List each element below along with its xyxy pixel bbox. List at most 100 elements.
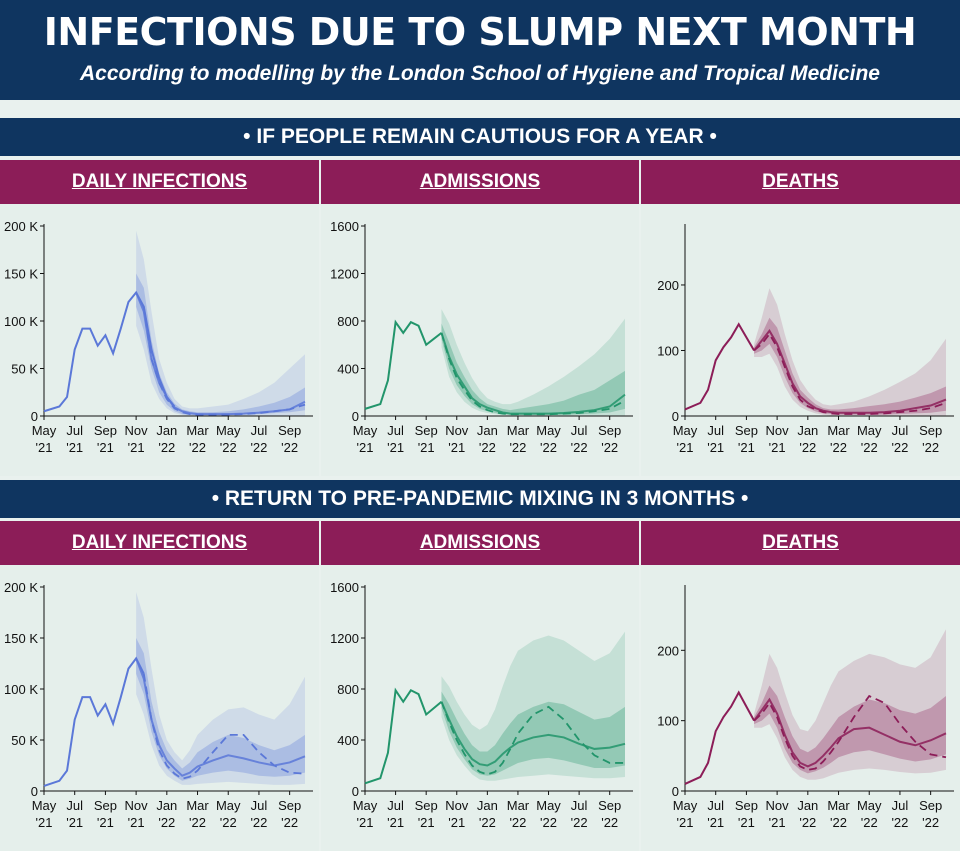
y-tick-label: 1200 (330, 631, 359, 646)
inner-uncertainty-band (441, 323, 625, 415)
y-tick-label: 100 (657, 343, 679, 358)
x-tick-label: Sep '22 (278, 798, 301, 830)
y-tick-label: 0 (352, 784, 359, 799)
deaths-s2-panel-title: DEATHS (641, 521, 960, 565)
x-tick-label: Sep '21 (94, 798, 117, 830)
observed-line (43, 656, 145, 787)
projection-dashed-line (142, 673, 306, 780)
y-tick-label: 0 (31, 784, 38, 799)
x-tick-label: Jan '22 (156, 798, 177, 830)
x-tick-label: Jul '21 (66, 798, 83, 830)
y-tick-label: 100 K (4, 682, 38, 697)
admissions-s2-panel: ADMISSIONS 0 400 800 1200 1600 May '21 Jul '21 Sep… (321, 521, 639, 851)
projection-dashed-line (440, 701, 625, 776)
median-line (440, 332, 626, 415)
x-tick-label: Jul '22 (250, 423, 267, 455)
x-tick-label: May '22 (216, 423, 241, 455)
x-tick-label: May '22 (857, 423, 882, 455)
admissions-s2-panel-title: ADMISSIONS (321, 521, 639, 565)
scenario-2-bar: • RETURN TO PRE-PANDEMIC MIXING IN 3 MON… (0, 480, 960, 518)
x-tick-label: Jan '22 (477, 798, 498, 830)
x-tick-label: Jul '22 (571, 798, 588, 830)
y-tick-label: 0 (672, 409, 679, 424)
y-tick-label: 200 K (4, 219, 38, 234)
x-tick-label: Jul '21 (387, 423, 404, 455)
x-tick-label: Sep '21 (735, 423, 758, 455)
x-tick-label: Nov '21 (125, 423, 149, 455)
median-line (753, 329, 947, 414)
deaths-s2-chart: 0 100 200 May '21 Jul '21 Sep '21 Nov '21 Jan '22 Mar… (657, 585, 954, 830)
x-tick-label: Sep '22 (598, 423, 621, 455)
deaths-s1-panel-title: DEATHS (641, 160, 960, 204)
inner-uncertainty-band (136, 638, 305, 781)
outer-uncertainty-band (754, 629, 946, 780)
x-tick-label: May '22 (216, 798, 241, 830)
observed-line (364, 319, 443, 410)
y-tick-label: 400 (337, 733, 359, 748)
x-tick-label: Mar '22 (186, 798, 209, 830)
page-title: INFECTIONS DUE TO SLUMP NEXT MONTH (43, 10, 917, 54)
projection-dashed-line (440, 332, 626, 416)
scenario-1-bar: • IF PEOPLE REMAIN CAUTIOUS FOR A YEAR • (0, 118, 960, 156)
page-subtitle: According to modelling by the London Sch… (80, 62, 880, 85)
infections-s2-panel: DAILY INFECTIONS 0 50 K 100 K 150 K 200 K May '… (0, 521, 319, 851)
outer-uncertainty-band (136, 592, 305, 785)
outer-uncertainty-band (754, 288, 946, 416)
header-banner: INFECTIONS DUE TO SLUMP NEXT MONTH Accor… (0, 0, 960, 100)
x-tick-label: Nov '21 (445, 423, 469, 455)
x-tick-label: Mar '22 (186, 423, 209, 455)
x-tick-label: Sep '22 (919, 798, 942, 830)
x-tick-label: Sep '21 (415, 423, 438, 455)
infections-s1-panel: DAILY INFECTIONS 0 50 K 100 K 150 K 200 K May '… (0, 160, 319, 476)
x-tick-label: Mar '22 (507, 798, 530, 830)
x-tick-label: May '21 (32, 423, 57, 455)
deaths-s1-chart: 0 100 200 May '21 Jul '21 Sep '21 Nov '21 Jan '22 Mar… (657, 224, 954, 455)
x-tick-label: May '22 (857, 798, 882, 830)
inner-uncertainty-band (754, 685, 946, 774)
x-tick-label: Sep '21 (735, 798, 758, 830)
y-tick-label: 100 (657, 714, 679, 729)
x-tick-label: Mar '22 (507, 423, 530, 455)
admissions-s1-chart: 0 400 800 1200 1600 May '21 Jul '21 Sep '21 Nov '21 J… (330, 219, 633, 455)
x-tick-label: May '22 (536, 798, 561, 830)
y-tick-label: 50 K (11, 362, 38, 377)
observed-line (684, 690, 755, 785)
x-tick-label: Jan '22 (797, 423, 818, 455)
admissions-s2-chart: 0 400 800 1200 1600 May '21 Jul '21 Sep '21 Nov '21 J… (330, 580, 633, 830)
projection-dashed-line (142, 306, 306, 416)
x-tick-label: May '21 (353, 423, 378, 455)
y-tick-label: 0 (352, 409, 359, 424)
x-tick-label: Jul '22 (891, 423, 908, 455)
infections-s2-panel-title: DAILY INFECTIONS (0, 521, 319, 565)
x-tick-label: Jul '22 (250, 798, 267, 830)
x-tick-label: May '21 (673, 423, 698, 455)
x-tick-label: Sep '22 (919, 423, 942, 455)
y-tick-label: 200 (657, 643, 679, 658)
y-tick-label: 1200 (330, 267, 359, 282)
x-tick-label: Nov '21 (766, 798, 790, 830)
x-tick-label: May '21 (673, 798, 698, 830)
observed-line (684, 322, 755, 411)
x-tick-label: Sep '21 (94, 423, 117, 455)
deaths-s2-panel: DEATHS 0 100 200 May '21 Jul '21 Sep '21 Nov '21 Jan… (641, 521, 960, 851)
admissions-s1-panel: ADMISSIONS 0 400 800 1200 1600 May '21 Jul '21 Sep… (321, 160, 639, 476)
median-line (753, 697, 947, 768)
x-tick-label: Mar '22 (827, 423, 850, 455)
y-tick-label: 0 (31, 409, 38, 424)
x-tick-label: Jan '22 (477, 423, 498, 455)
inner-uncertainty-band (136, 273, 305, 416)
y-tick-label: 200 K (4, 580, 38, 595)
projection-dashed-line (753, 332, 947, 415)
x-tick-label: Sep '21 (415, 798, 438, 830)
outer-uncertainty-band (136, 230, 305, 416)
outer-uncertainty-band (441, 309, 625, 416)
y-tick-label: 100 K (4, 314, 38, 329)
median-line (440, 701, 626, 767)
x-tick-label: Jul '21 (707, 423, 724, 455)
y-tick-label: 800 (337, 682, 359, 697)
x-tick-label: Mar '22 (827, 798, 850, 830)
deaths-s1-panel: DEATHS 0 100 200 May '21 Jul '21 Sep '21 Nov '21 Jan… (641, 160, 960, 476)
x-tick-label: May '22 (536, 423, 561, 455)
x-tick-label: Nov '21 (766, 423, 790, 455)
x-tick-label: Jul '22 (571, 423, 588, 455)
